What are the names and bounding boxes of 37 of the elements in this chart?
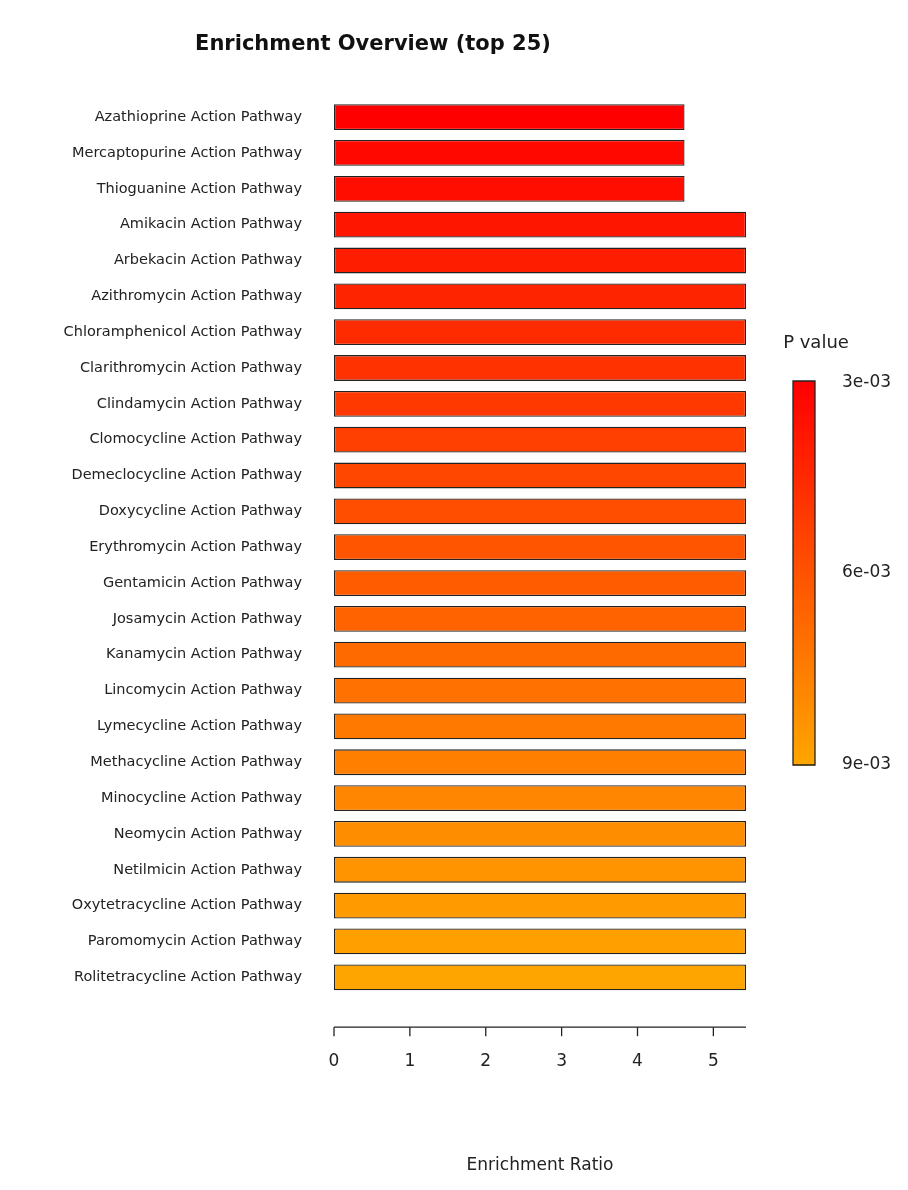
y-tick-label: Clomocycline Action Pathway: [89, 430, 303, 447]
x-tick-label: 5: [707, 1049, 719, 1070]
x-tick-label: 1: [404, 1049, 416, 1070]
y-tick-label: Arbekacin Action Pathway: [113, 251, 303, 268]
x-tick-label: 4: [632, 1049, 643, 1070]
y-tick-label: Clindamycin Action Pathway: [96, 394, 303, 411]
x-axis-title: Enrichment Ratio: [466, 1154, 614, 1175]
color-bar-label: 6e-03: [842, 561, 892, 582]
chart-title: Enrichment Overview (top 25): [195, 31, 551, 56]
y-tick-label: Amikacin Action Pathway: [119, 215, 303, 232]
color-bar-label: 3e-03: [842, 371, 892, 392]
y-tick-label: Azithromycin Action Pathway: [91, 287, 303, 304]
y-tick-label: Mercaptopurine Action Pathway: [72, 143, 303, 160]
y-tick-label: Gentamicin Action Pathway: [102, 573, 303, 590]
y-tick-label: Demeclocycline Action Pathway: [71, 466, 303, 483]
y-tick-label: Doxycycline Action Pathway: [98, 502, 303, 519]
y-tick-label: Paromomycin Action Pathway: [87, 932, 303, 949]
y-tick-label: Thioguanine Action Pathway: [95, 179, 303, 196]
x-tick-label: 0: [328, 1049, 340, 1070]
y-tick-label: Lincomycin Action Pathway: [104, 681, 303, 698]
y-tick-label: Lymecycline Action Pathway: [97, 717, 303, 734]
y-tick-label: Rolitetracycline Action Pathway: [74, 968, 303, 985]
color-bar-label: 9e-03: [842, 753, 892, 774]
x-tick-label: 3: [556, 1049, 568, 1070]
y-tick-label: Oxytetracycline Action Pathway: [71, 896, 303, 913]
y-tick-label: Josamycin Action Pathway: [111, 609, 303, 626]
x-tick-label: 2: [480, 1049, 492, 1070]
y-tick-label: Minocycline Action Pathway: [100, 788, 303, 805]
y-tick-label: Azathioprine Action Pathway: [94, 107, 303, 124]
y-tick-label: Erythromycin Action Pathway: [89, 537, 303, 554]
y-tick-label: Neomycin Action Pathway: [113, 824, 303, 841]
y-tick-label: Chloramphenicol Action Pathway: [63, 322, 303, 339]
y-tick-label: Clarithromycin Action Pathway: [79, 358, 303, 375]
y-tick-label: Netilmicin Action Pathway: [113, 860, 303, 877]
y-tick-label: Methacycline Action Pathway: [90, 753, 303, 770]
color-bar-title: P value: [783, 330, 849, 352]
y-tick-label: Kanamycin Action Pathway: [106, 645, 303, 662]
